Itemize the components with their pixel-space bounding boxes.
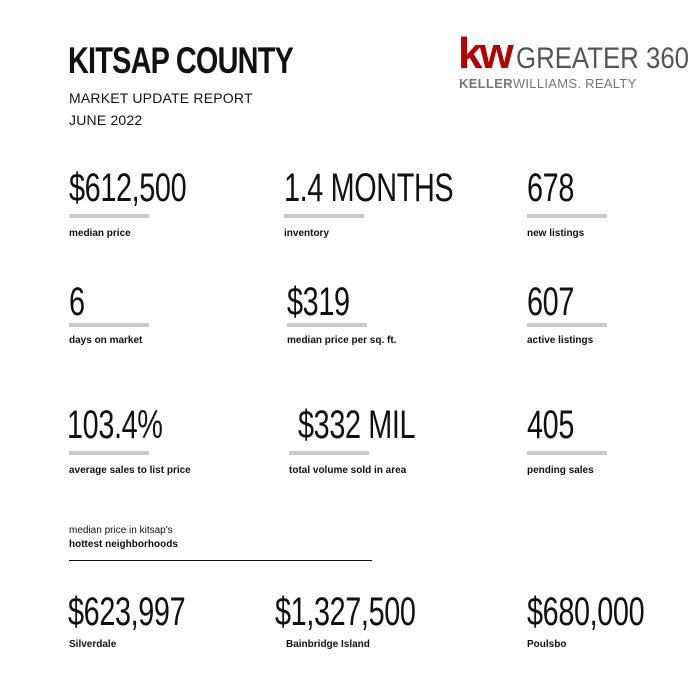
stat-underline xyxy=(527,214,607,218)
stat-value: $332 MIL xyxy=(298,403,416,447)
stat-label: days on market xyxy=(69,335,143,346)
kw-logo-mark: kw xyxy=(458,29,514,78)
stat-value: 1.4 MONTHS xyxy=(284,166,454,210)
stat-label: median price xyxy=(69,228,131,239)
stat-value: 6 xyxy=(69,280,85,324)
stat-label: pending sales xyxy=(527,465,594,476)
logo-company: KELLERWILLIAMS. REALTY xyxy=(459,76,637,91)
stat-value: 607 xyxy=(527,280,574,324)
neighborhoods-heading-line1: median price in kitsap's xyxy=(69,525,173,536)
neighborhood-name: Bainbridge Island xyxy=(286,639,370,650)
neighborhoods-heading-line2: hottest neighborhoods xyxy=(69,539,178,550)
logo-company-rest: WILLIAMS. REALTY xyxy=(512,76,637,91)
section-divider xyxy=(69,560,372,561)
neighborhood-name: Poulsbo xyxy=(527,639,567,650)
stat-underline xyxy=(284,214,364,218)
logo-name: GREATER 360 xyxy=(516,42,690,75)
stat-underline xyxy=(69,323,149,327)
stat-value: $612,500 xyxy=(69,166,187,210)
neighborhood-price: $680,000 xyxy=(527,590,645,634)
logo-company-bold: KELLER xyxy=(459,76,513,91)
neighborhood-price: $1,327,500 xyxy=(275,590,416,634)
stat-value: 103.4% xyxy=(67,403,163,447)
stat-underline xyxy=(527,323,607,327)
stat-label: new listings xyxy=(527,228,585,239)
report-date: JUNE 2022 xyxy=(69,112,143,128)
page-title: KITSAP COUNTY xyxy=(68,40,294,81)
neighborhood-name: Silverdale xyxy=(69,639,117,650)
stat-value: 405 xyxy=(527,403,574,447)
stat-label: average sales to list price xyxy=(69,465,191,476)
stat-label: inventory xyxy=(284,228,330,239)
neighborhood-price: $623,997 xyxy=(68,590,186,634)
stat-value: $319 xyxy=(287,280,350,324)
stat-label: median price per sq. ft. xyxy=(287,335,397,346)
stat-underline xyxy=(289,451,369,455)
stat-underline xyxy=(287,323,367,327)
report-subtitle: MARKET UPDATE REPORT xyxy=(69,90,253,106)
stat-label: active listings xyxy=(527,335,594,346)
stat-value: 678 xyxy=(527,166,574,210)
stat-underline xyxy=(527,451,607,455)
stat-label: total volume sold in area xyxy=(289,465,407,476)
stat-underline xyxy=(69,451,149,455)
stat-underline xyxy=(69,214,149,218)
